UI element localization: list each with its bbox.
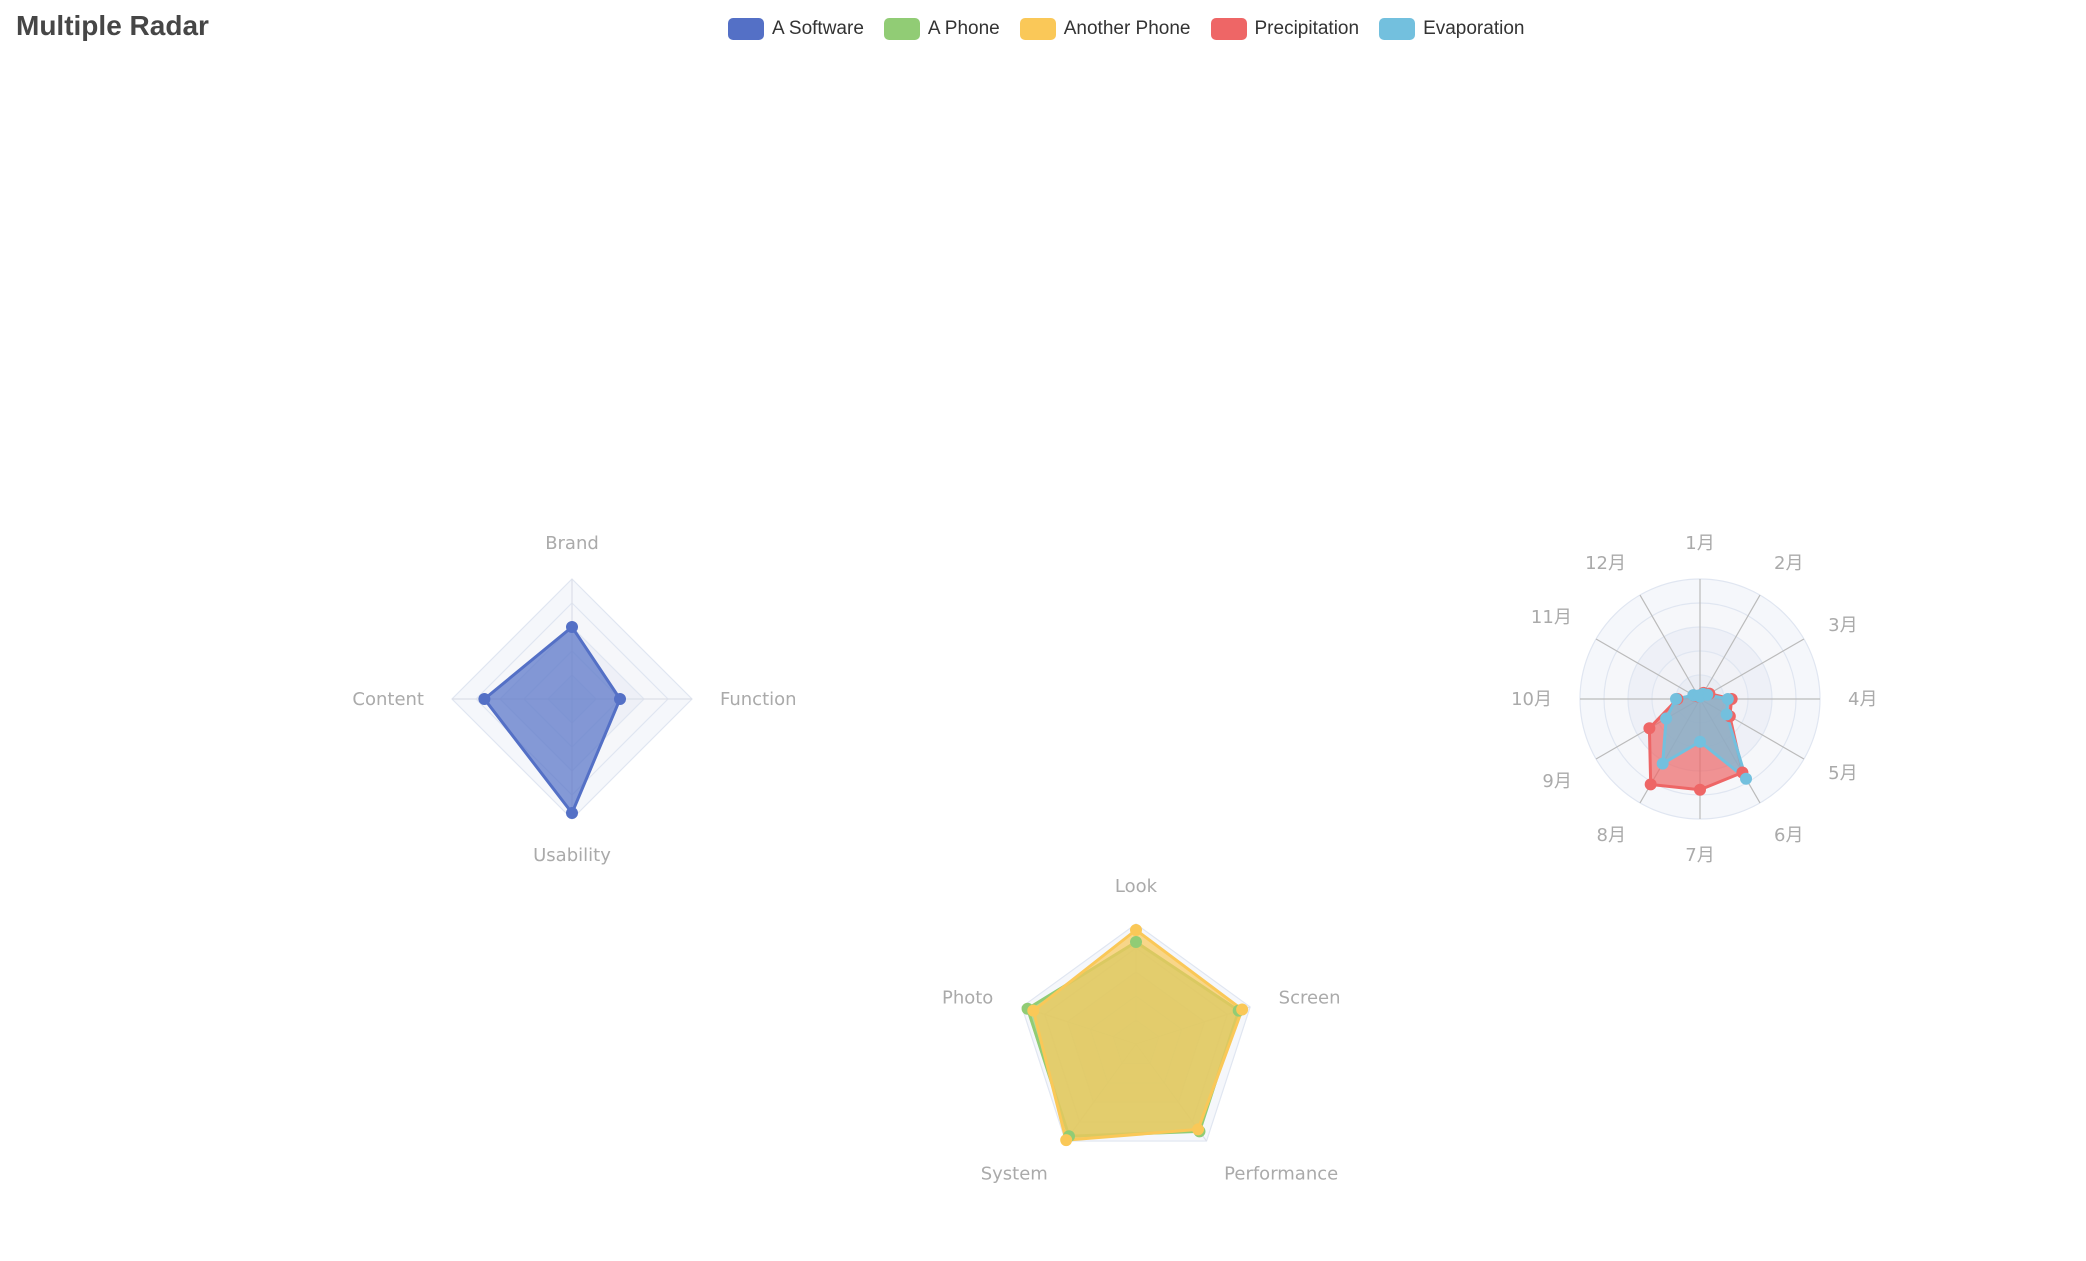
data-point-a-software — [614, 693, 626, 705]
axis-label-1月: 1月 — [1685, 533, 1714, 554]
legend-label: A Software — [772, 18, 864, 39]
axis-line — [1639, 594, 1701, 700]
axis-line — [1595, 638, 1701, 700]
axis-label-3月: 3月 — [1828, 615, 1857, 636]
radar-2: Look Screen Performance System Photo — [942, 876, 1341, 1184]
data-point-another-phone — [1060, 1134, 1073, 1147]
data-point-another-phone — [1130, 924, 1142, 936]
chart-title: Multiple Radar — [16, 10, 209, 41]
legend-swatch — [883, 18, 920, 40]
axis-label-2月: 2月 — [1774, 553, 1803, 574]
legend-swatch — [1019, 18, 1056, 40]
axis-label-8月: 8月 — [1597, 825, 1626, 846]
data-point-a-software — [566, 621, 578, 633]
data-point-another-phone — [1236, 1003, 1249, 1016]
axis-label-Usability: Usability — [533, 845, 611, 866]
legend-label: Another Phone — [1063, 18, 1191, 39]
data-point-precipitation — [1644, 778, 1657, 791]
data-point-a-phone — [1130, 936, 1142, 948]
axis-label-10月: 10月 — [1511, 689, 1552, 710]
legend-swatch — [728, 18, 764, 40]
data-point-precipitation — [1643, 722, 1656, 735]
legend-item-evaporation[interactable]: Evaporation — [1379, 18, 1524, 40]
series-area-another-phone — [1031, 928, 1244, 1142]
axis-label-Screen: Screen — [1279, 988, 1341, 1009]
legend-item-a-software[interactable]: A Software — [728, 18, 864, 40]
axis-label-Content: Content — [352, 689, 424, 710]
axis-label-6月: 6月 — [1774, 825, 1803, 846]
axis-label-Look: Look — [1115, 876, 1158, 897]
legend-label: Precipitation — [1254, 18, 1360, 39]
axis-label-Photo: Photo — [942, 988, 993, 1009]
data-point-another-phone — [1192, 1123, 1205, 1136]
axis-label-Brand: Brand — [545, 533, 599, 554]
legend-swatch — [1210, 18, 1247, 40]
axis-line — [1699, 594, 1761, 700]
legend-item-a-phone[interactable]: A Phone — [883, 18, 1000, 40]
data-point-a-software — [478, 693, 491, 705]
legend-label: A Phone — [927, 18, 1000, 39]
legend-label: Evaporation — [1423, 18, 1525, 39]
data-point-evaporation — [1740, 772, 1753, 785]
data-point-a-software — [566, 807, 578, 819]
data-point-another-phone — [1027, 1004, 1040, 1017]
axis-label-7月: 7月 — [1685, 845, 1714, 866]
data-point-evaporation — [1656, 757, 1669, 770]
axis-label-12月: 12月 — [1585, 553, 1626, 574]
radar-1: Brand Function Usability Content — [352, 533, 796, 866]
data-point-evaporation — [1694, 735, 1706, 748]
data-point-evaporation — [1720, 708, 1733, 721]
data-point-evaporation — [1721, 693, 1734, 705]
legend-item-another-phone[interactable]: Another Phone — [1019, 18, 1191, 40]
axis-label-Performance: Performance — [1224, 1163, 1338, 1184]
axis-label-System: System — [981, 1163, 1048, 1184]
data-point-evaporation — [1670, 693, 1682, 705]
legend-swatch — [1379, 18, 1416, 40]
legend-item-precipitation[interactable]: Precipitation — [1210, 18, 1360, 40]
axis-label-4月: 4月 — [1848, 689, 1877, 710]
data-point-evaporation — [1660, 712, 1673, 725]
axis-label-11月: 11月 — [1531, 607, 1572, 628]
axis-line — [1699, 638, 1805, 700]
axis-label-5月: 5月 — [1828, 763, 1857, 784]
radar-3: 1月 2月 3月 4月 5月 6月 7月 8月 9月 10月 11月 12月 — [1511, 533, 1877, 866]
data-point-evaporation — [1692, 689, 1705, 702]
axis-label-Function: Function — [720, 689, 797, 710]
axis-label-9月: 9月 — [1542, 771, 1571, 792]
legend: A Software A Phone Another Phone Precipitat… — [728, 15, 1544, 43]
data-point-precipitation — [1694, 783, 1706, 796]
